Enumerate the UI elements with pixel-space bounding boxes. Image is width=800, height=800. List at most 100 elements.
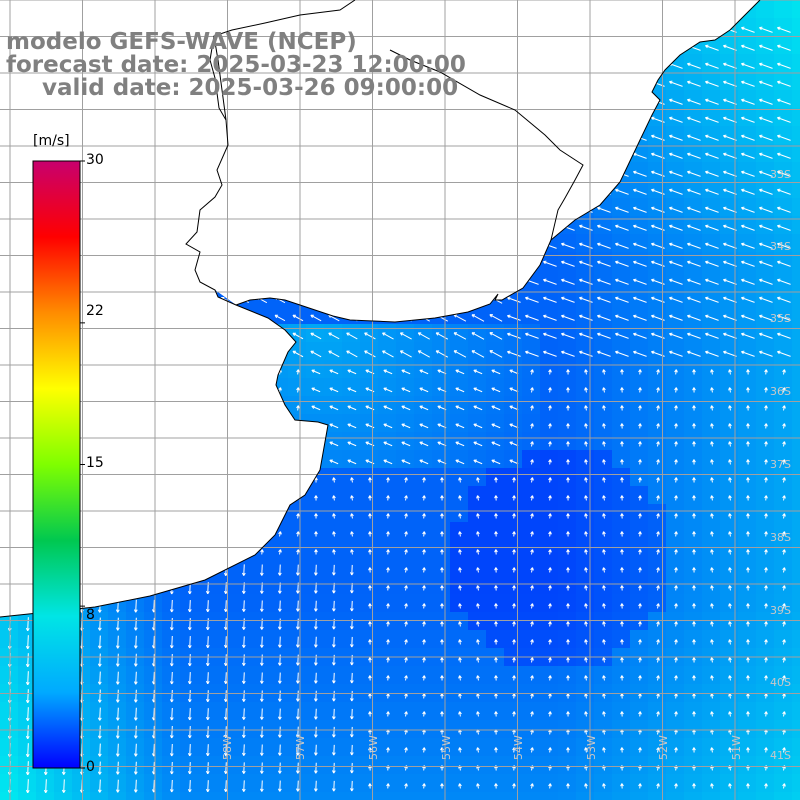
wind-arrow xyxy=(471,188,485,196)
wind-arrow xyxy=(350,513,354,519)
wind-arrow xyxy=(422,639,426,645)
wind-arrow xyxy=(256,242,268,250)
wind-arrow xyxy=(61,779,66,793)
wind-arrow xyxy=(728,657,732,663)
wind-arrow xyxy=(169,617,174,631)
wind-arrow xyxy=(206,405,210,411)
wind-arrow xyxy=(310,152,322,160)
lat-label-33S: 33S xyxy=(770,168,791,181)
wind-arrow xyxy=(296,441,300,447)
wind-arrow xyxy=(292,116,304,124)
wind-arrow xyxy=(346,296,358,304)
wind-arrow xyxy=(602,639,606,645)
wind-arrow xyxy=(185,171,195,177)
wind-arrow xyxy=(278,387,282,393)
wind-arrow xyxy=(310,332,322,340)
wind-arrow xyxy=(383,405,393,411)
wind-arrow xyxy=(455,369,465,375)
wind-arrow xyxy=(759,242,773,249)
wind-arrow xyxy=(746,423,750,429)
wind-arrow xyxy=(364,350,376,358)
wind-arrow xyxy=(113,279,123,285)
wind-arrow xyxy=(620,747,624,753)
wind-arrow xyxy=(131,225,141,231)
wind-arrow xyxy=(476,747,480,753)
wind-arrow xyxy=(453,296,467,304)
wind-arrow xyxy=(543,314,557,321)
wind-arrow xyxy=(133,635,138,649)
wind-arrow xyxy=(656,603,660,609)
wind-arrow xyxy=(41,117,50,123)
wind-arrow xyxy=(777,62,791,69)
wind-arrow xyxy=(346,224,358,232)
wind-arrow xyxy=(710,369,714,375)
wind-arrow xyxy=(597,26,611,33)
wind-arrow xyxy=(602,441,606,447)
wind-arrow xyxy=(741,152,755,159)
wind-arrow xyxy=(364,116,376,124)
wind-arrow xyxy=(131,117,141,123)
wind-arrow xyxy=(169,653,174,667)
wind-arrow xyxy=(710,405,714,411)
wind-arrow xyxy=(548,711,552,717)
wind-arrow xyxy=(597,278,611,285)
wind-arrow xyxy=(561,350,575,357)
wind-arrow xyxy=(131,333,141,339)
wind-arrow xyxy=(310,188,322,196)
wind-arrow xyxy=(149,279,159,285)
wind-arrow xyxy=(417,350,430,358)
wind-arrow xyxy=(615,188,629,195)
wind-arrow xyxy=(633,332,647,339)
wind-arrow xyxy=(260,513,264,519)
wind-arrow xyxy=(133,671,138,685)
wind-arrow xyxy=(417,116,430,124)
wind-arrow xyxy=(566,477,570,483)
wind-arrow xyxy=(597,188,611,195)
wind-arrow xyxy=(584,657,588,663)
wind-arrow xyxy=(116,441,120,447)
wind-arrow xyxy=(620,387,624,393)
wind-arrow xyxy=(134,387,138,393)
wind-arrow xyxy=(26,441,30,447)
lat-label-36S: 36S xyxy=(770,385,791,398)
wind-arrow xyxy=(95,171,105,177)
wind-arrow xyxy=(777,260,791,267)
wind-arrow xyxy=(507,62,521,69)
wind-arrow xyxy=(188,369,192,375)
wind-arrow xyxy=(296,513,300,519)
wind-arrow xyxy=(422,783,426,789)
wind-arrow xyxy=(435,350,449,358)
wind-arrow xyxy=(710,495,714,501)
wind-arrow xyxy=(674,513,678,519)
wind-arrow xyxy=(453,206,467,214)
wind-arrow xyxy=(509,423,519,429)
wind-arrow xyxy=(561,80,575,87)
wind-arrow xyxy=(674,657,678,663)
wind-arrow xyxy=(507,224,521,231)
wind-arrow xyxy=(113,315,123,321)
wind-arrow xyxy=(167,207,177,213)
wind-arrow xyxy=(277,708,282,720)
wind-arrow xyxy=(382,260,394,268)
lon-label-58W: 58W xyxy=(221,735,234,760)
wind-arrow xyxy=(759,314,773,321)
wind-arrow xyxy=(133,599,138,613)
wind-arrow xyxy=(764,549,768,555)
wind-arrow xyxy=(417,224,430,232)
wind-arrow xyxy=(741,224,755,231)
wind-arrow xyxy=(620,657,624,663)
wind-arrow xyxy=(530,369,534,375)
wind-arrow xyxy=(95,351,105,357)
wind-arrow xyxy=(759,44,773,51)
wind-arrow xyxy=(260,459,264,465)
wind-arrow xyxy=(525,62,539,69)
wind-arrow xyxy=(98,441,102,447)
wind-arrow xyxy=(692,459,696,465)
wind-arrow xyxy=(242,369,246,375)
wind-arrow xyxy=(205,690,210,703)
wind-arrow xyxy=(746,747,750,753)
wind-arrow xyxy=(723,152,737,159)
wind-arrow xyxy=(656,531,660,537)
wind-arrow xyxy=(764,531,768,537)
wind-arrow xyxy=(674,621,678,627)
